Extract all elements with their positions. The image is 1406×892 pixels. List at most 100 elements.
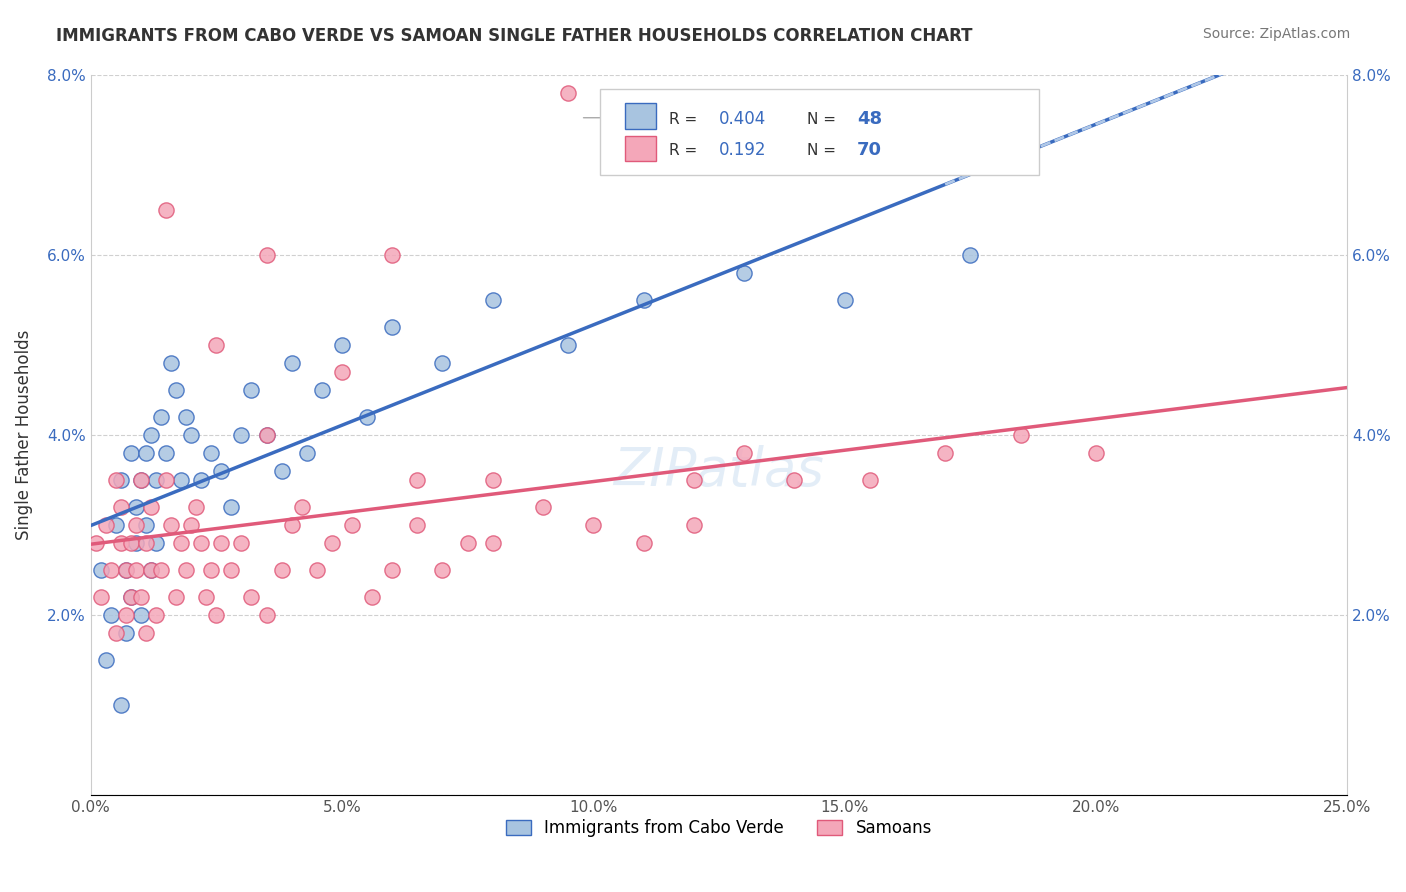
Samoans [190,535,212,549]
Text: 48: 48 [858,111,883,128]
Samoans [114,563,136,577]
Immigrants from Cabo Verde [381,319,404,334]
Immigrants from Cabo Verde [200,445,222,459]
Samoans [129,590,152,604]
Immigrants from Cabo Verde [100,607,122,622]
Samoans [129,473,152,487]
Immigrants from Cabo Verde [481,293,503,307]
Immigrants from Cabo Verde [155,445,177,459]
Samoans [160,517,183,532]
Samoans [110,535,132,549]
Samoans [104,473,127,487]
Immigrants from Cabo Verde [356,409,378,424]
Samoans [682,517,704,532]
Immigrants from Cabo Verde [114,625,136,640]
Immigrants from Cabo Verde [834,293,856,307]
Samoans [633,535,655,549]
Immigrants from Cabo Verde [150,409,173,424]
Text: 70: 70 [858,141,882,159]
Samoans [406,517,429,532]
Text: 0.404: 0.404 [718,111,766,128]
Samoans [135,625,157,640]
Immigrants from Cabo Verde [139,563,162,577]
Samoans [291,500,314,514]
Immigrants from Cabo Verde [125,535,148,549]
Immigrants from Cabo Verde [139,427,162,442]
Samoans [859,473,882,487]
Text: N =: N = [807,143,841,158]
Immigrants from Cabo Verde [129,473,152,487]
Samoans [125,563,148,577]
Text: N =: N = [807,112,841,127]
Text: 0.192: 0.192 [718,141,766,159]
Samoans [481,473,503,487]
Samoans [457,535,479,549]
Samoans [783,473,806,487]
Immigrants from Cabo Verde [135,517,157,532]
Immigrants from Cabo Verde [270,464,292,478]
Samoans [231,535,253,549]
Immigrants from Cabo Verde [110,698,132,712]
Samoans [481,535,503,549]
Text: ZIPatlas: ZIPatlas [613,444,824,497]
Samoans [270,563,292,577]
FancyBboxPatch shape [599,89,1039,176]
Text: R =: R = [669,112,702,127]
Immigrants from Cabo Verde [135,445,157,459]
Samoans [84,535,107,549]
Samoans [165,590,187,604]
Samoans [145,607,167,622]
Samoans [104,625,127,640]
Samoans [682,473,704,487]
Immigrants from Cabo Verde [129,607,152,622]
Immigrants from Cabo Verde [190,473,212,487]
Immigrants from Cabo Verde [633,293,655,307]
Samoans [209,535,232,549]
Samoans [195,590,218,604]
Immigrants from Cabo Verde [432,355,454,369]
Immigrants from Cabo Verde [160,355,183,369]
Y-axis label: Single Father Households: Single Father Households [15,329,32,540]
Immigrants from Cabo Verde [145,535,167,549]
Samoans [139,500,162,514]
Samoans [94,517,117,532]
Samoans [256,247,278,261]
Samoans [221,563,243,577]
Immigrants from Cabo Verde [557,337,579,351]
Samoans [557,86,579,100]
Samoans [135,535,157,549]
Samoans [406,473,429,487]
Immigrants from Cabo Verde [240,383,263,397]
Samoans [432,563,454,577]
Immigrants from Cabo Verde [221,500,243,514]
Samoans [186,500,208,514]
Immigrants from Cabo Verde [120,590,142,604]
Immigrants from Cabo Verde [110,473,132,487]
Immigrants from Cabo Verde [145,473,167,487]
FancyBboxPatch shape [624,136,657,161]
Immigrants from Cabo Verde [330,337,353,351]
Samoans [200,563,222,577]
Samoans [733,445,755,459]
Text: IMMIGRANTS FROM CABO VERDE VS SAMOAN SINGLE FATHER HOUSEHOLDS CORRELATION CHART: IMMIGRANTS FROM CABO VERDE VS SAMOAN SIN… [56,27,973,45]
Samoans [340,517,363,532]
Text: R =: R = [669,143,707,158]
Immigrants from Cabo Verde [165,383,187,397]
Samoans [205,337,228,351]
Immigrants from Cabo Verde [180,427,202,442]
Samoans [150,563,173,577]
Immigrants from Cabo Verde [174,409,197,424]
Samoans [155,473,177,487]
Samoans [139,563,162,577]
Samoans [174,563,197,577]
Immigrants from Cabo Verde [209,464,232,478]
Samoans [1084,445,1107,459]
Samoans [120,535,142,549]
Samoans [90,590,112,604]
Samoans [256,607,278,622]
Immigrants from Cabo Verde [295,445,318,459]
Immigrants from Cabo Verde [120,445,142,459]
Samoans [110,500,132,514]
Immigrants from Cabo Verde [125,500,148,514]
Samoans [240,590,263,604]
